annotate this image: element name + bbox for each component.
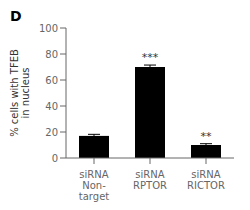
svg-text:40: 40 — [45, 101, 58, 112]
html-text:D: D — [10, 8, 22, 24]
svg-text:60: 60 — [45, 75, 58, 86]
svg-text:100: 100 — [39, 23, 58, 34]
svg-text:***: *** — [142, 51, 159, 64]
svg-text:siRNARPTOR: siRNARPTOR — [133, 169, 167, 191]
svg-text:0: 0 — [52, 153, 58, 164]
svg-text:80: 80 — [45, 49, 58, 60]
svg-text:siRNANon-target: siRNANon-target — [79, 169, 109, 202]
svg-text:**: ** — [201, 130, 213, 143]
svg-text:20: 20 — [45, 127, 58, 138]
svg-text:siRNARICTOR: siRNARICTOR — [187, 169, 225, 191]
svg-text:% cells with TFEBin nucleus: % cells with TFEBin nucleus — [9, 49, 32, 137]
